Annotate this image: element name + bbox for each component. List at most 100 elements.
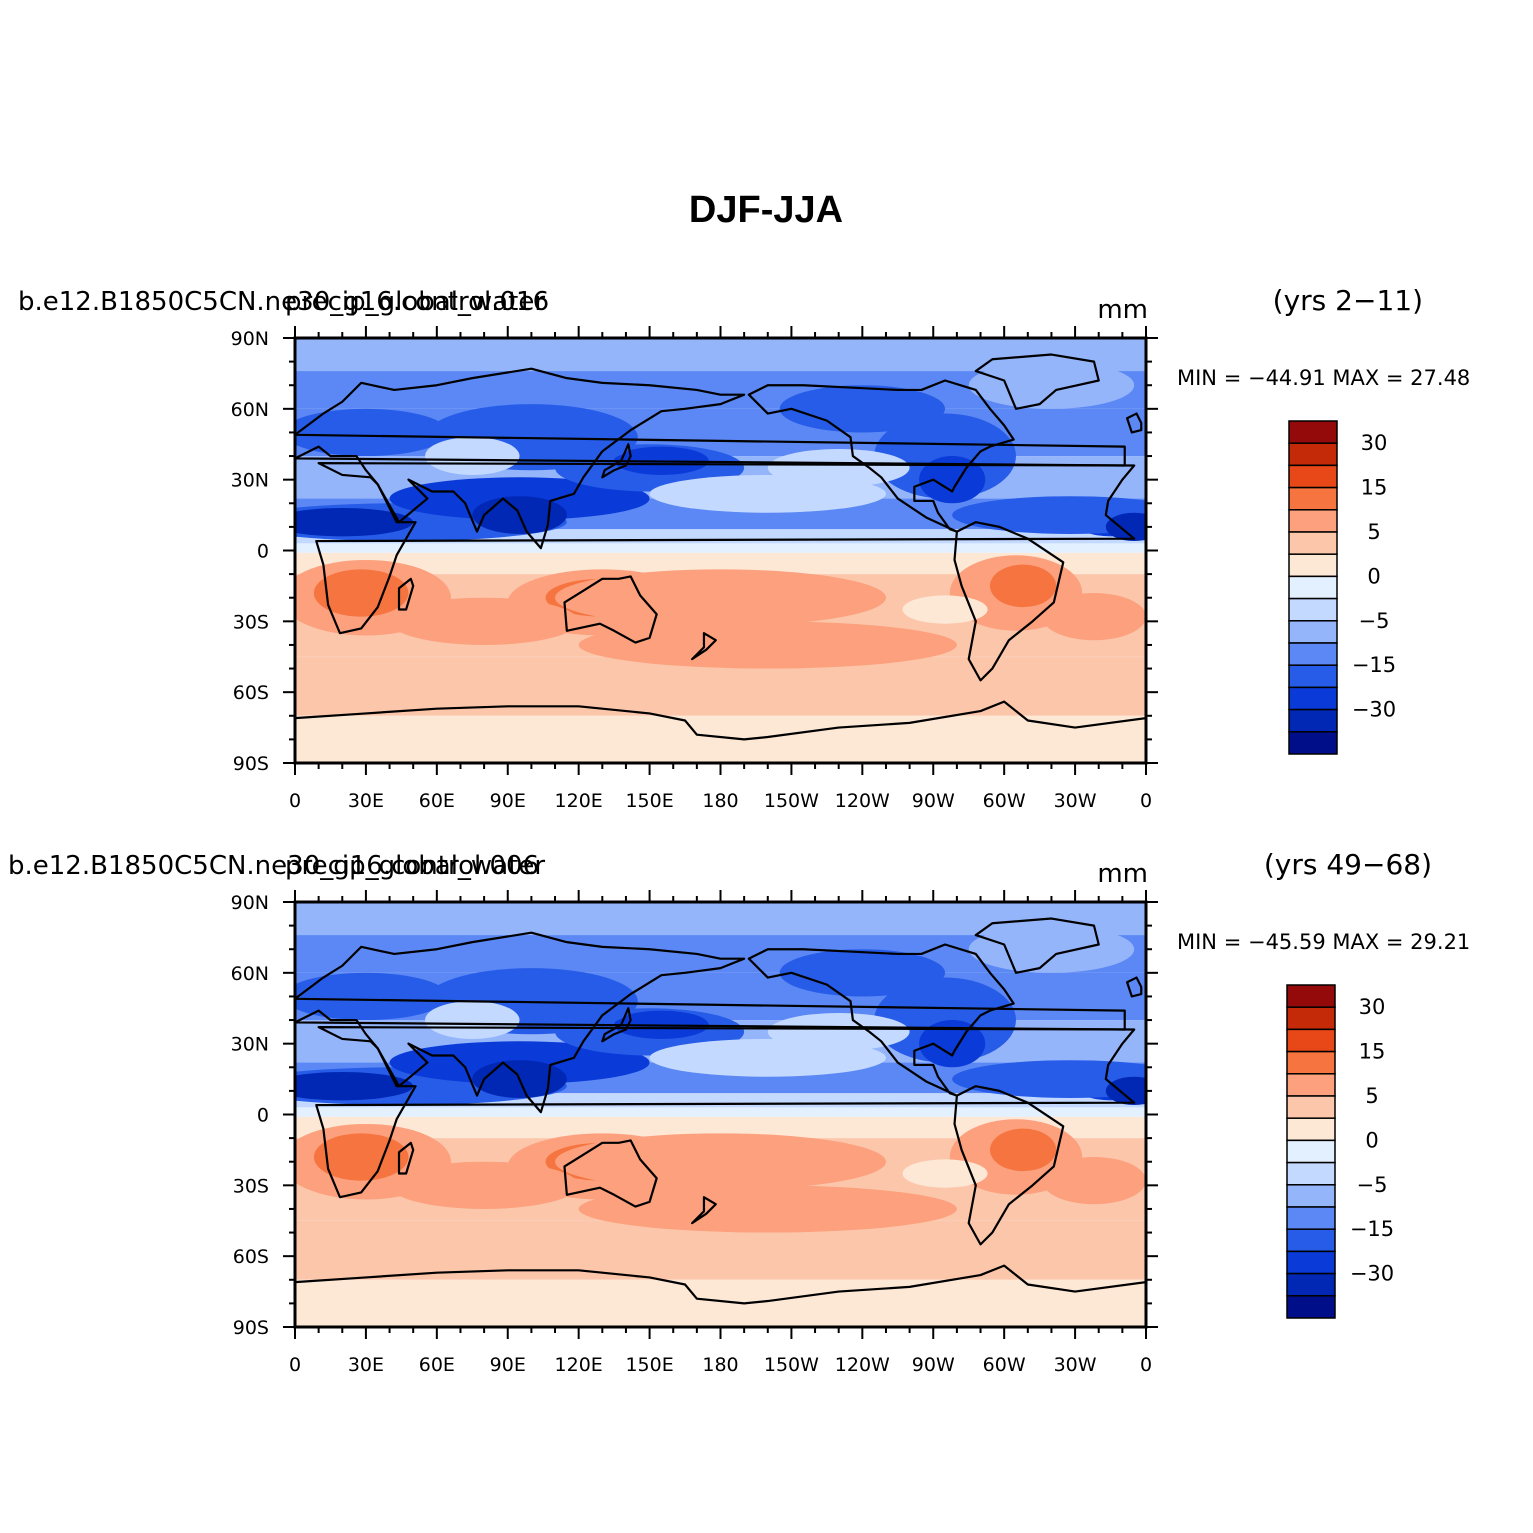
x-tick-label: 150E xyxy=(625,1354,673,1376)
coast-madagascar xyxy=(397,1141,415,1175)
blob-europe xyxy=(295,408,449,457)
colorbar-label: −15 xyxy=(1352,653,1396,677)
coastlines xyxy=(295,353,1146,741)
blob-tibet-light xyxy=(425,437,520,475)
x-tick-label: 150W xyxy=(764,790,819,812)
band-south-tropic xyxy=(295,1116,1146,1139)
colorbar-label: 0 xyxy=(1365,1128,1378,1152)
case-name: b.e12.B1850C5CN.ne30_g16.control.016 xyxy=(18,287,549,317)
blob-southern-africa-core xyxy=(313,569,409,617)
blob-south-atlantic xyxy=(1041,593,1146,641)
colorbar-label: −5 xyxy=(1359,609,1390,633)
map-panel-2: 0 30E 60E 90E 120E 150E 180 150W 120W 90W 60W 30W 09… xyxy=(8,848,1470,1376)
x-tick-label: 60W xyxy=(983,790,1026,812)
colorbar-box xyxy=(1288,575,1338,600)
coast-samerica xyxy=(953,521,1065,682)
y-tick-label: 90S xyxy=(233,1317,269,1339)
x-tick-label: 30E xyxy=(348,1354,384,1376)
field-layer xyxy=(295,338,1146,763)
y-tick-label: 60S xyxy=(233,1246,269,1268)
colorbar-box xyxy=(1288,664,1338,689)
blob-amazon-core xyxy=(989,564,1057,608)
coastlines xyxy=(295,917,1146,1305)
blob-sahel xyxy=(295,1072,414,1101)
x-tick-label: 60E xyxy=(419,790,455,812)
x-tick-label: 180 xyxy=(702,790,738,812)
colorbar-box xyxy=(1286,1272,1336,1297)
colorbar-box xyxy=(1288,642,1338,666)
blob-south-pacific xyxy=(578,621,957,669)
y-tick-label: 0 xyxy=(257,541,269,563)
min-max-label: MIN = −45.59 MAX = 29.21 xyxy=(1177,930,1470,954)
x-tick-label: 90E xyxy=(490,790,526,812)
blob-gulf xyxy=(919,456,986,504)
colorbar-box xyxy=(1286,1139,1336,1164)
x-tick-label: 90E xyxy=(490,1354,526,1376)
x-tick-label: 30E xyxy=(348,790,384,812)
tick-marks xyxy=(283,890,1158,1339)
x-tick-label: 150W xyxy=(764,1354,819,1376)
coast-namerica xyxy=(747,379,1015,533)
x-tick-label: 30W xyxy=(1054,790,1097,812)
colorbar-box xyxy=(1286,1095,1336,1119)
colorbar-box xyxy=(1288,464,1338,489)
colorbar-box xyxy=(1288,708,1338,733)
x-tick-label: 120W xyxy=(835,1354,890,1376)
y-tick-label: 30S xyxy=(233,1175,269,1197)
x-tick-label: 60W xyxy=(983,1354,1026,1376)
band-antarctic xyxy=(295,1279,1146,1327)
band-antarctic xyxy=(295,715,1146,763)
units-label: mm xyxy=(1097,859,1148,889)
coast-greenland xyxy=(974,917,1100,974)
x-tick-label: 90W xyxy=(912,1354,955,1376)
colorbar-box xyxy=(1288,442,1338,467)
band-arctic xyxy=(295,338,1146,372)
blob-ne-pacific-light xyxy=(767,448,910,487)
coast-samerica xyxy=(953,1085,1065,1246)
coast-namerica xyxy=(747,943,1015,1097)
map-panel-1: 0 30E 60E 90E 120E 150E 180 150W 120W 90W 60W 30W 09… xyxy=(18,284,1470,812)
colorbar-box xyxy=(1286,1250,1336,1275)
coast-japan xyxy=(601,443,632,479)
colorbar-label: −30 xyxy=(1352,698,1396,722)
coast-uk xyxy=(1125,412,1143,434)
colorbar-box xyxy=(1288,686,1338,711)
colorbar-box xyxy=(1288,531,1338,555)
x-tick-label: 120E xyxy=(555,1354,603,1376)
colorbar-box xyxy=(1288,597,1338,622)
coast-eurasia xyxy=(295,931,1126,1114)
x-tick-label: 150E xyxy=(625,790,673,812)
colorbar-box xyxy=(1288,553,1338,578)
colorbar-box xyxy=(1288,731,1338,755)
min-max-label: MIN = −44.91 MAX = 27.48 xyxy=(1177,366,1470,390)
blob-atlantic-tropic xyxy=(952,496,1146,534)
colorbar-box xyxy=(1286,1073,1336,1097)
blob-gulf xyxy=(919,1020,986,1068)
colorbar-label: 5 xyxy=(1365,1084,1378,1108)
blob-canada xyxy=(779,385,946,433)
y-tick-label: 60N xyxy=(231,963,269,985)
colorbar-box xyxy=(1288,620,1338,644)
blob-spcz xyxy=(555,569,886,627)
blob-south-atlantic xyxy=(1041,1157,1146,1205)
band-south-tropic xyxy=(295,552,1146,575)
colorbar-box xyxy=(1288,420,1338,444)
colorbar-label: −15 xyxy=(1350,1217,1394,1241)
blob-east-pacific-light xyxy=(902,595,988,624)
y-tick-label: 90S xyxy=(233,753,269,775)
blob-south-pacific xyxy=(578,1185,957,1233)
colorbar-label: 5 xyxy=(1367,520,1380,544)
y-tick-label: 30N xyxy=(231,470,269,492)
colorbar-box xyxy=(1286,1161,1336,1186)
band-equator xyxy=(295,543,1146,553)
colorbar-box xyxy=(1286,1028,1336,1053)
colorbar-box xyxy=(1286,1050,1336,1075)
blob-greenland xyxy=(968,361,1135,409)
y-tick-label: 60S xyxy=(233,682,269,704)
blob-ne-pacific-light xyxy=(767,1012,910,1051)
x-tick-label: 0 xyxy=(289,1354,301,1376)
coast-nz xyxy=(691,1196,717,1225)
colorbar-box xyxy=(1286,1228,1336,1253)
colorbar: 30 15 5 0 −5 −15 −30 xyxy=(1288,420,1396,755)
variable-name: precip_global_water xyxy=(285,287,545,317)
